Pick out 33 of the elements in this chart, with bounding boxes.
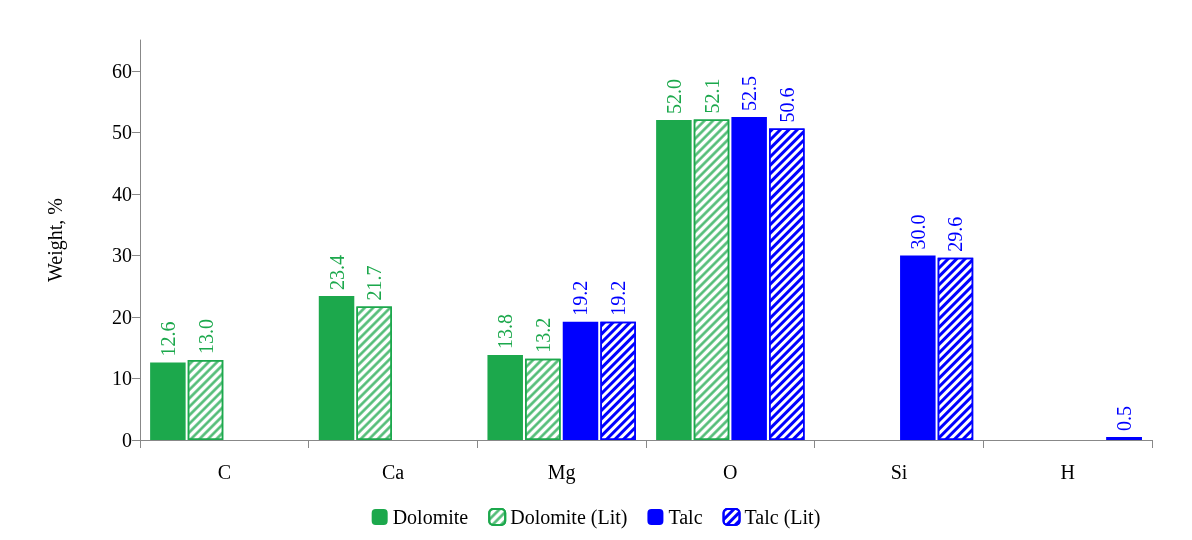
y-tick-label: 40 — [112, 182, 132, 205]
y-tick-label: 50 — [112, 121, 132, 144]
data-label: 21.7 — [363, 265, 386, 301]
data-label: 23.4 — [325, 255, 348, 290]
data-label: 12.6 — [156, 321, 179, 357]
x-tick-label: Si — [890, 461, 908, 483]
y-tick-label: 0 — [122, 429, 132, 451]
legend-label: Talc (Lit) — [744, 506, 821, 529]
x-tick-label: C — [217, 461, 232, 483]
data-label: 52.0 — [662, 79, 685, 114]
legend-label: Dolomite — [392, 506, 469, 528]
x-tick-label: Ca — [381, 461, 405, 483]
y-tick-label: 60 — [112, 59, 132, 82]
data-label: 52.5 — [738, 75, 761, 111]
y-axis-title: Weight, % — [44, 198, 67, 282]
x-tick-label: Mg — [547, 461, 576, 484]
data-label: 13.0 — [194, 319, 217, 354]
data-label: 13.8 — [494, 314, 517, 350]
y-tick-label: 30 — [112, 244, 132, 267]
data-label: 30.0 — [906, 214, 929, 250]
data-label: 19.2 — [607, 280, 630, 316]
legend-label: Talc — [668, 506, 703, 528]
data-label: 13.2 — [531, 317, 554, 353]
data-label: 29.6 — [944, 216, 967, 252]
x-tick-label: H — [1060, 461, 1075, 483]
data-label: 0.5 — [1113, 405, 1136, 431]
x-tick-label: O — [723, 461, 738, 483]
data-label: 50.6 — [775, 87, 798, 123]
legend-label: Dolomite (Lit) — [510, 506, 628, 529]
y-tick-label: 10 — [112, 367, 132, 390]
y-tick-label: 20 — [112, 305, 132, 328]
data-label: 19.2 — [569, 280, 592, 316]
data-label: 52.1 — [700, 78, 723, 114]
